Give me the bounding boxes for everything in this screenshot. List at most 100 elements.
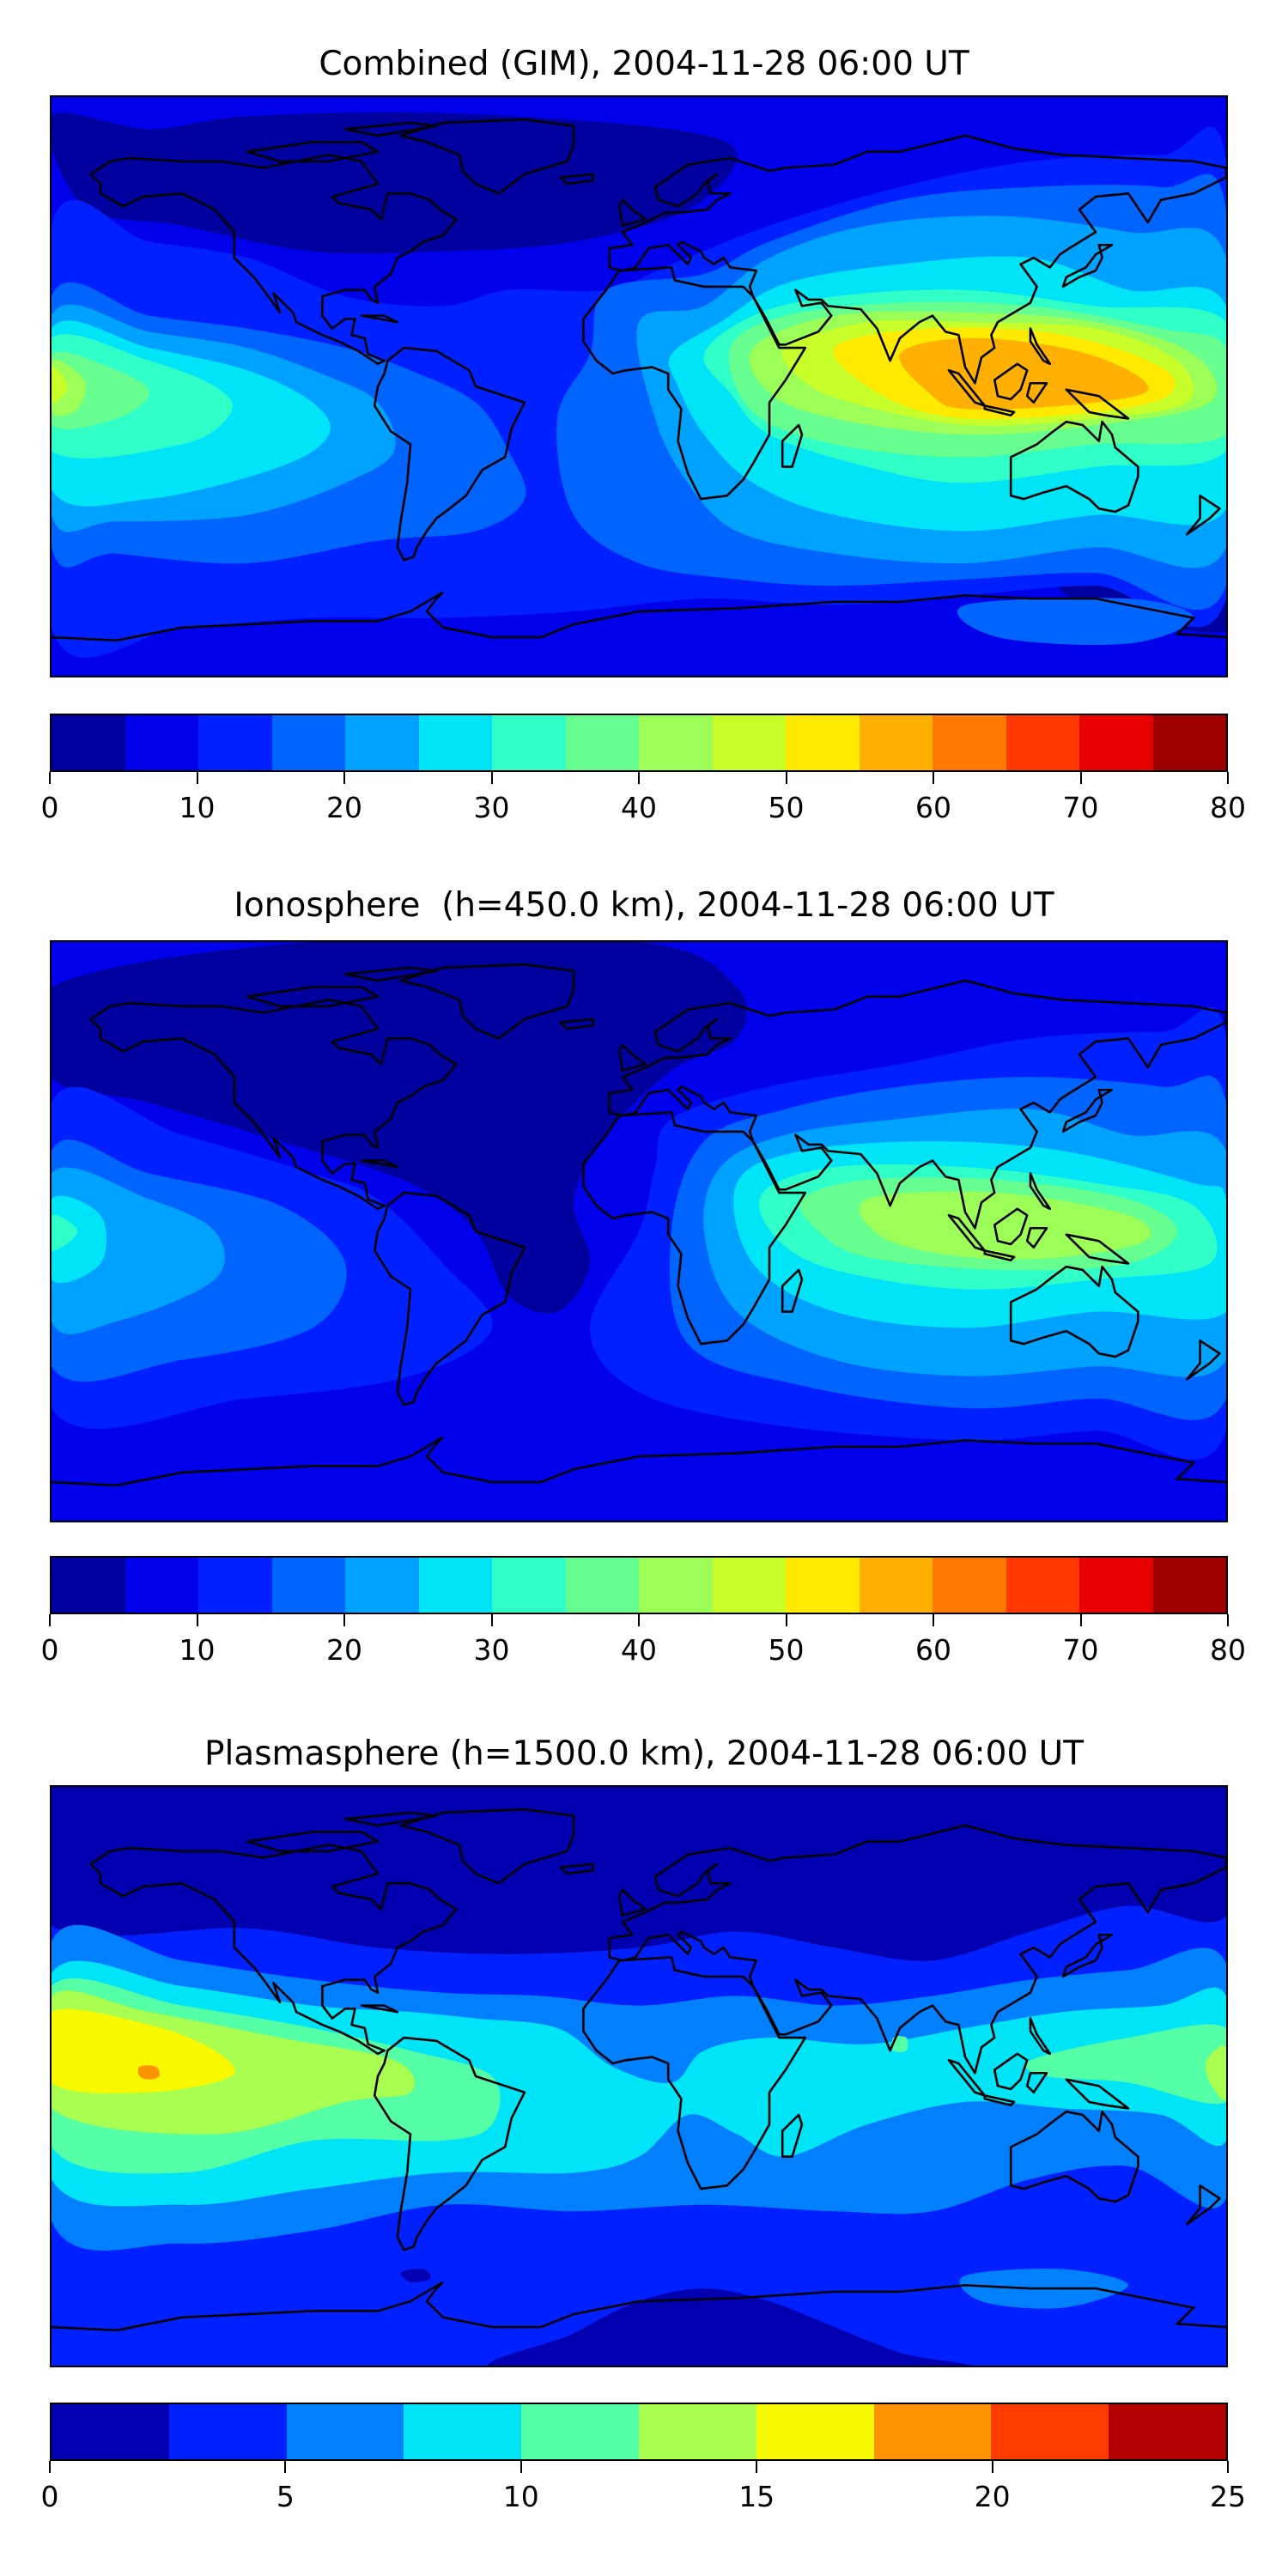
contour-region-level-8	[859, 1191, 1151, 1260]
colorbar-segment	[1152, 1558, 1226, 1613]
coastline-antarctica	[52, 1437, 1226, 1485]
coastline	[610, 1826, 1226, 2073]
contour-region-level-6	[52, 2008, 235, 2093]
tick-mark	[1227, 1614, 1229, 1626]
coastline	[782, 425, 802, 467]
coastline	[985, 2095, 1014, 2105]
coastline	[1011, 422, 1138, 512]
coastline	[345, 1813, 436, 1826]
contour-region-level-0	[400, 2269, 431, 2282]
coastline-antarctica	[52, 592, 1226, 641]
contour-region-level-0	[52, 942, 747, 1314]
coastline	[1066, 2080, 1128, 2109]
colorbar-segment	[52, 2404, 169, 2459]
coastline	[1187, 2185, 1219, 2224]
coastline	[1027, 2073, 1047, 2092]
map-canvas	[52, 1787, 1226, 2366]
tick-mark	[756, 2461, 758, 2473]
tick-label: 10	[179, 1633, 216, 1667]
colorbar	[50, 714, 1228, 772]
contour-region-level-4	[1024, 2024, 1226, 2105]
tick-mark	[49, 772, 51, 784]
tick-label: 20	[326, 791, 362, 824]
tick-label: 10	[179, 791, 216, 824]
colorbar-segment	[639, 715, 713, 770]
colorbar-segment	[1005, 1558, 1079, 1613]
tick-label: 30	[473, 791, 510, 824]
coastline	[561, 174, 593, 184]
tick-mark	[991, 2461, 993, 2473]
tick-label: 60	[915, 1633, 951, 1667]
tick-mark	[933, 1614, 934, 1626]
tick-mark	[1227, 772, 1229, 784]
coastline	[619, 1890, 645, 1916]
tick-label: 80	[1210, 791, 1246, 824]
panel-title: Plasmasphere (h=1500.0 km), 2004-11-28 0…	[204, 1735, 1084, 1773]
colorbar-segment	[125, 715, 198, 770]
colorbar-segment	[1005, 715, 1079, 770]
tick-mark	[49, 2461, 51, 2473]
colorbar	[50, 1556, 1228, 1614]
map-canvas	[52, 942, 1226, 1521]
tick-label: 40	[621, 791, 657, 824]
coastline	[782, 2115, 802, 2157]
colorbar-segment	[991, 2404, 1109, 2459]
colorbar-segment	[198, 715, 272, 770]
coastline	[401, 964, 574, 1038]
coastline	[374, 2038, 525, 2250]
colorbar-segment	[639, 1558, 713, 1613]
colorbar	[50, 2403, 1228, 2461]
colorbar-segment	[52, 715, 125, 770]
panel-title: Combined (GIM), 2004-11-28 06:00 UT	[319, 45, 969, 83]
colorbar-segment	[492, 1558, 566, 1613]
tick-mark	[785, 1614, 787, 1626]
coastline	[994, 2054, 1027, 2089]
tick-label: 70	[1062, 791, 1099, 824]
coastline	[619, 200, 645, 226]
colorbar-segment	[712, 1558, 786, 1613]
tick-label: 50	[768, 791, 805, 824]
colorbar-segment	[933, 715, 1006, 770]
coastline	[1030, 2019, 1050, 2054]
coastline	[1027, 383, 1047, 402]
tick-label: 20	[974, 2480, 1011, 2513]
tick-mark	[1079, 772, 1082, 784]
coastline	[1187, 495, 1219, 534]
coastline	[1011, 1267, 1138, 1357]
colorbar-segment	[786, 715, 860, 770]
coastline	[561, 1019, 593, 1029]
coastline	[583, 1957, 805, 2189]
coastline	[561, 1864, 593, 1874]
contour-region-level-3	[957, 598, 1194, 646]
colorbar-segment	[521, 2404, 639, 2459]
contour-region-level-11	[899, 337, 1149, 410]
colorbar-segment	[859, 1558, 933, 1613]
colorbar-ticks: 0 10 20 30 40 50 60 70 80	[41, 772, 1246, 824]
contour-region-level-9	[52, 367, 68, 404]
colorbar-segment	[859, 715, 933, 770]
tick-label: 5	[276, 2480, 295, 2513]
coastline	[994, 1209, 1027, 1244]
colorbar-segment	[565, 1558, 639, 1613]
tick-mark	[785, 772, 787, 784]
tick-label: 60	[915, 791, 951, 824]
colorbar-segment	[1152, 715, 1226, 770]
contour-region-level-6	[52, 1214, 78, 1251]
coastline	[345, 968, 436, 981]
tick-mark	[638, 772, 640, 784]
colorbar-segment	[125, 1558, 198, 1613]
tick-mark	[196, 772, 198, 784]
coastline	[1063, 245, 1112, 287]
colorbar-segment	[1079, 715, 1153, 770]
tick-label: 25	[1210, 2480, 1246, 2513]
tick-label: 0	[40, 1633, 59, 1667]
tick-mark	[519, 2461, 522, 2473]
contour-region-level-4	[52, 1167, 225, 1334]
coastline	[1066, 1235, 1128, 1264]
contour-region-level-5	[52, 1195, 107, 1284]
coastline	[985, 1250, 1014, 1260]
coastline	[1063, 1935, 1112, 1977]
tick-label: 70	[1062, 1633, 1099, 1667]
colorbar-segment	[565, 715, 639, 770]
coastline	[401, 1809, 574, 1883]
